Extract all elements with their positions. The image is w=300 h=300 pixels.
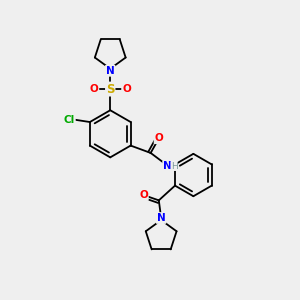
Text: N: N: [157, 213, 166, 223]
Text: N: N: [163, 161, 172, 171]
Text: Cl: Cl: [64, 115, 75, 125]
Text: O: O: [122, 84, 131, 94]
Text: O: O: [139, 190, 148, 200]
Text: O: O: [90, 84, 98, 94]
Text: S: S: [106, 82, 115, 95]
Text: O: O: [154, 133, 163, 143]
Text: H: H: [171, 162, 178, 171]
Text: N: N: [106, 66, 115, 76]
